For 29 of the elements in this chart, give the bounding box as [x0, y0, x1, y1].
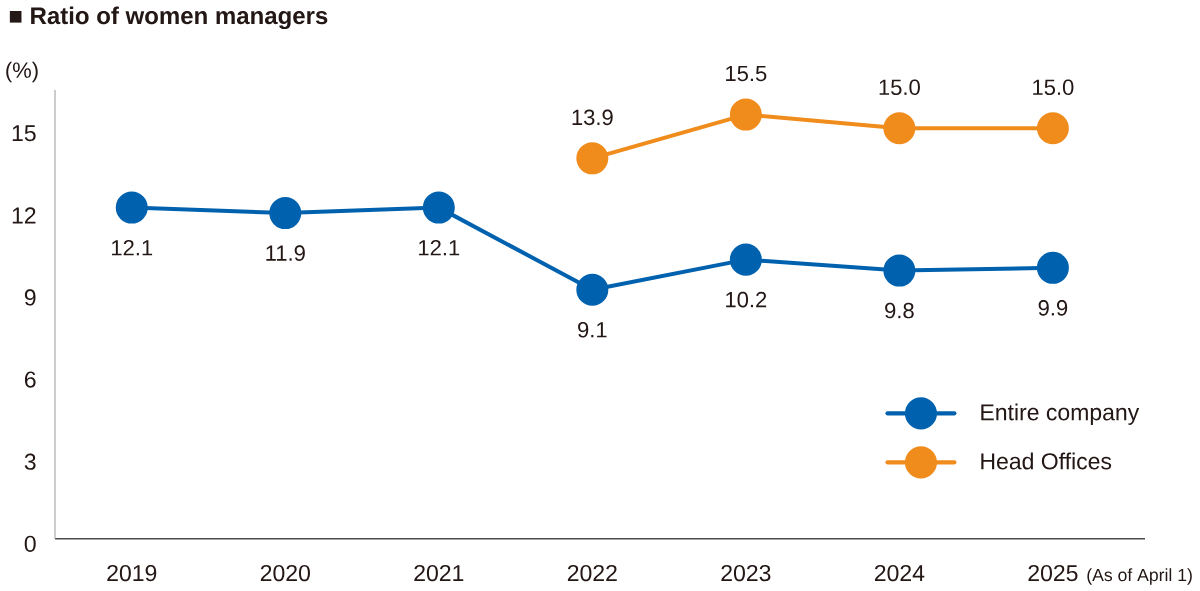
y-tick-label: 3 — [24, 453, 36, 470]
data-label: 10.2 — [726, 291, 767, 308]
data-label: 9.8 — [885, 302, 914, 319]
data-label: 15.5 — [726, 65, 767, 82]
x-tick-label: 2023 — [721, 564, 771, 582]
chart-title: ■ Ratio of women managers — [9, 6, 328, 30]
x-tick-label: 2022 — [567, 564, 617, 582]
x-tick-label: 2020 — [260, 564, 310, 582]
data-label: 15.0 — [1033, 79, 1074, 96]
y-axis-title: (%) — [6, 61, 38, 83]
y-tick-label: 9 — [24, 289, 36, 306]
y-tick-label: 12 — [12, 207, 36, 224]
data-label: 13.9 — [572, 109, 613, 126]
y-tick-label: 15 — [12, 125, 36, 142]
data-label: 15.0 — [879, 79, 920, 96]
data-label: 12.1 — [419, 239, 460, 256]
x-tick-label: 2024 — [874, 564, 925, 582]
y-tick-label: 6 — [24, 371, 36, 388]
x-tick-label: 2019 — [107, 564, 157, 582]
y-tick-label: 0 — [24, 535, 36, 552]
data-label: 12.1 — [112, 239, 153, 256]
legend-label: Entire company — [981, 403, 1140, 425]
text: (As of April 1) — [1087, 568, 1192, 585]
data-label: 11.9 — [266, 245, 305, 261]
x-tick-label: 2025 — [1028, 564, 1078, 582]
x-tick-label: 2021 — [414, 564, 464, 582]
data-label: 9.1 — [578, 321, 607, 338]
legend-label: Head Offices — [981, 452, 1112, 470]
data-label: 9.9 — [1038, 300, 1068, 316]
